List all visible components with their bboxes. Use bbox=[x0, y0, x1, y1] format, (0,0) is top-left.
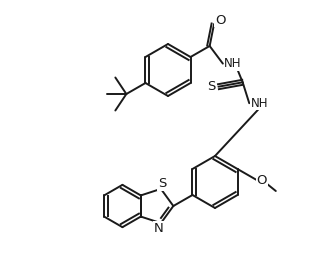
Text: S: S bbox=[158, 177, 166, 190]
Text: S: S bbox=[207, 80, 216, 93]
Text: O: O bbox=[256, 173, 267, 187]
Text: NH: NH bbox=[224, 57, 242, 70]
Text: N: N bbox=[154, 222, 164, 234]
Text: O: O bbox=[215, 14, 225, 26]
Text: NH: NH bbox=[251, 97, 268, 110]
